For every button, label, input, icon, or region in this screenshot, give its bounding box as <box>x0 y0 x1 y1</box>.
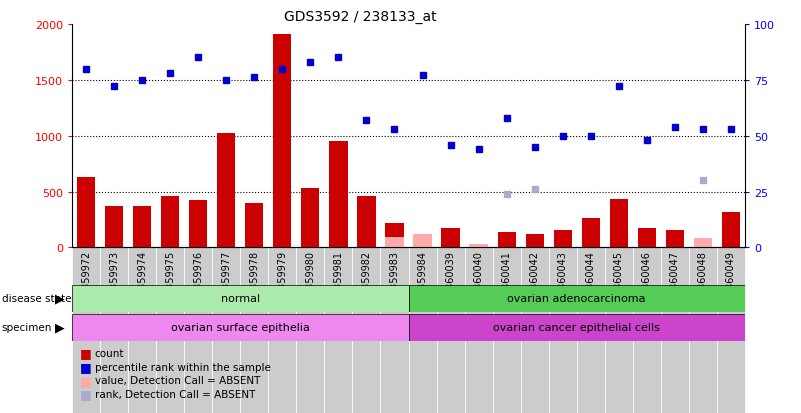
Bar <box>661 248 689 413</box>
Text: percentile rank within the sample: percentile rank within the sample <box>95 362 271 372</box>
Text: ■: ■ <box>80 374 92 387</box>
Text: count: count <box>95 348 124 358</box>
Bar <box>133 206 151 248</box>
Bar <box>296 248 324 413</box>
Bar <box>469 244 488 248</box>
Text: value, Detection Call = ABSENT: value, Detection Call = ABSENT <box>95 375 260 385</box>
Bar <box>212 248 240 413</box>
Bar <box>385 223 404 248</box>
Bar <box>549 248 577 413</box>
Bar <box>189 201 207 248</box>
Bar <box>301 189 320 248</box>
Bar <box>409 285 745 312</box>
Bar <box>610 200 628 248</box>
Text: ▶: ▶ <box>55 292 65 305</box>
Text: ■: ■ <box>80 347 92 360</box>
Bar <box>100 248 128 413</box>
Bar <box>493 248 521 413</box>
Text: disease state: disease state <box>2 293 71 304</box>
Bar <box>497 232 516 248</box>
Text: normal: normal <box>221 293 260 304</box>
Bar <box>521 248 549 413</box>
Bar <box>128 248 156 413</box>
Bar <box>329 142 348 248</box>
Bar <box>72 285 409 312</box>
Text: ovarian surface epithelia: ovarian surface epithelia <box>171 322 310 332</box>
Bar <box>156 248 184 413</box>
Bar <box>409 314 745 341</box>
Bar <box>105 206 123 248</box>
Bar <box>268 248 296 413</box>
Bar <box>605 248 633 413</box>
Bar <box>72 248 100 413</box>
Bar <box>217 134 235 248</box>
Bar <box>694 244 712 248</box>
Bar <box>465 248 493 413</box>
Bar <box>722 212 740 248</box>
Bar <box>582 219 600 248</box>
Bar <box>413 235 432 248</box>
Bar <box>184 248 212 413</box>
Bar <box>469 244 488 248</box>
Text: ■: ■ <box>80 360 92 373</box>
Bar <box>240 248 268 413</box>
Text: GDS3592 / 238133_at: GDS3592 / 238133_at <box>284 10 437 24</box>
Text: ■: ■ <box>80 387 92 401</box>
Text: ovarian cancer epithelial cells: ovarian cancer epithelial cells <box>493 322 660 332</box>
Bar <box>638 229 656 248</box>
Bar <box>324 248 352 413</box>
Bar <box>525 235 544 248</box>
Bar <box>441 229 460 248</box>
Bar <box>161 197 179 248</box>
Bar <box>633 248 661 413</box>
Bar <box>72 314 409 341</box>
Bar <box>694 239 712 248</box>
Bar <box>409 248 437 413</box>
Bar <box>553 230 572 248</box>
Bar <box>689 248 717 413</box>
Text: ovarian adenocarcinoma: ovarian adenocarcinoma <box>508 293 646 304</box>
Text: rank, Detection Call = ABSENT: rank, Detection Call = ABSENT <box>95 389 255 399</box>
Bar <box>666 230 684 248</box>
Bar <box>413 244 432 248</box>
Text: specimen: specimen <box>2 322 52 332</box>
Bar <box>380 248 409 413</box>
Text: ▶: ▶ <box>55 321 65 334</box>
Bar <box>437 248 465 413</box>
Bar <box>717 248 745 413</box>
Bar <box>273 35 292 248</box>
Bar <box>385 238 404 248</box>
Bar <box>77 178 95 248</box>
Bar <box>352 248 380 413</box>
Bar <box>357 197 376 248</box>
Bar <box>245 203 264 248</box>
Bar <box>577 248 605 413</box>
